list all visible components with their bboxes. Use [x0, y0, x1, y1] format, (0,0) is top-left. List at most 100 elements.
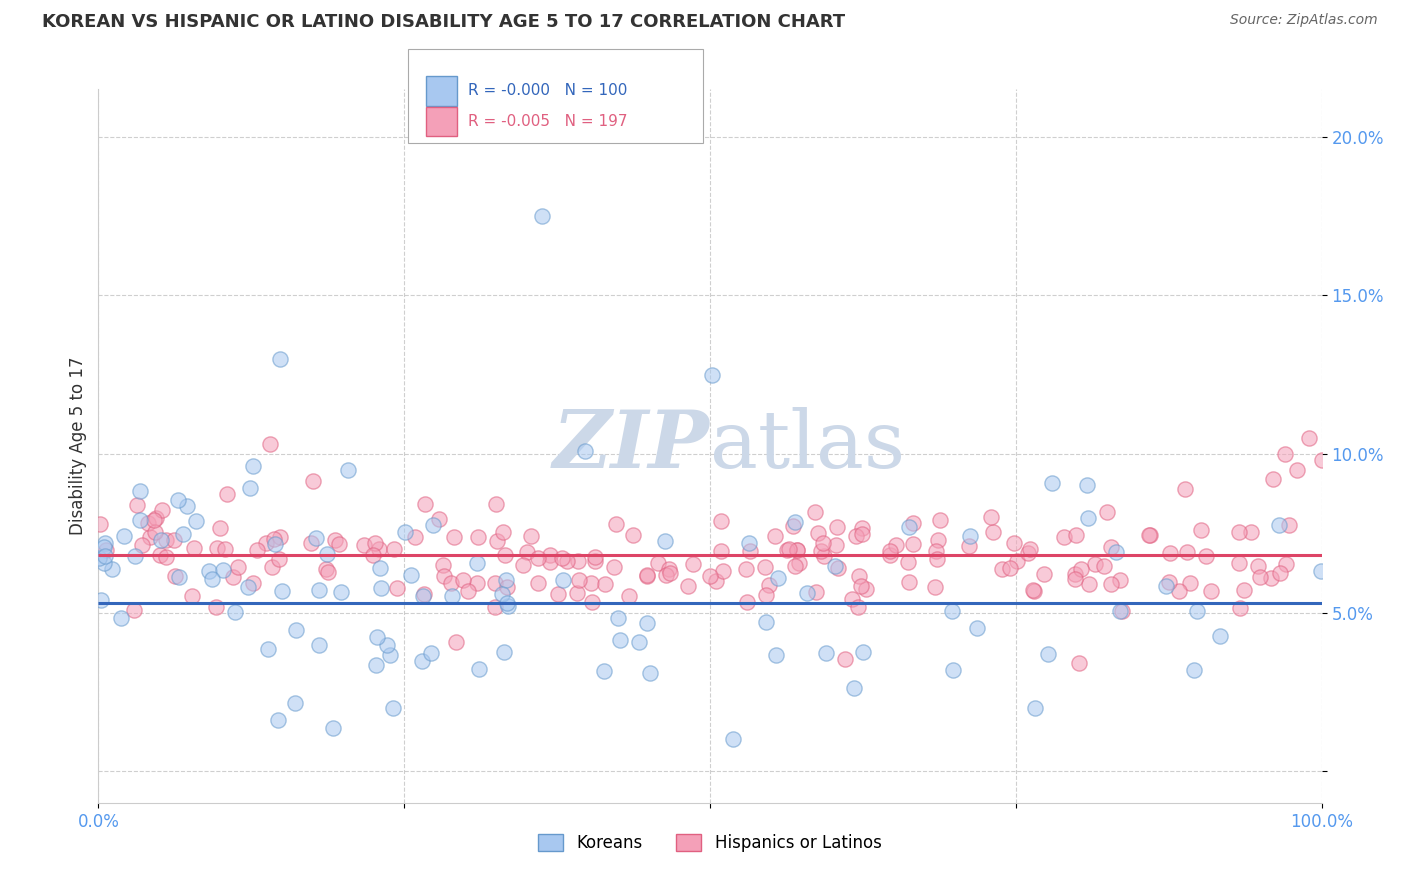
Point — [412, 589, 434, 603]
Text: R = -0.000   N = 100: R = -0.000 N = 100 — [468, 83, 627, 98]
Point — [606, 610, 628, 624]
Point — [1024, 700, 1046, 714]
Point — [89, 516, 111, 531]
Point — [444, 635, 467, 649]
Point — [257, 641, 280, 656]
Point — [176, 499, 198, 513]
Point — [139, 530, 162, 544]
Point — [851, 527, 873, 541]
Point — [638, 665, 661, 680]
Point — [180, 589, 202, 603]
Point — [1002, 536, 1025, 550]
Point — [627, 634, 650, 648]
Point — [1099, 540, 1122, 554]
Point — [804, 585, 827, 599]
Point — [1070, 562, 1092, 576]
Point — [269, 530, 291, 544]
Point — [621, 528, 644, 542]
Point — [368, 561, 391, 575]
Point — [163, 533, 186, 547]
Point — [583, 554, 606, 568]
Point — [1078, 577, 1101, 591]
Point — [901, 516, 924, 531]
Point — [740, 544, 762, 558]
Point — [531, 209, 554, 223]
Point — [526, 551, 548, 566]
Point — [1108, 604, 1130, 618]
Point — [758, 578, 780, 592]
Point — [385, 581, 408, 595]
Point — [308, 582, 330, 597]
Point — [205, 599, 228, 614]
Point — [110, 611, 132, 625]
Point — [1227, 556, 1250, 570]
Point — [329, 585, 352, 599]
Point — [201, 572, 224, 586]
Point — [468, 662, 491, 676]
Point — [208, 521, 231, 535]
Point — [901, 537, 924, 551]
Point — [1180, 576, 1202, 591]
Point — [382, 541, 405, 556]
Point — [375, 638, 398, 652]
Point — [364, 657, 387, 672]
Point — [884, 538, 907, 552]
Point — [183, 541, 205, 555]
Point — [486, 533, 509, 548]
Point — [1139, 528, 1161, 542]
Point — [211, 563, 233, 577]
Point — [238, 580, 260, 594]
Point — [422, 518, 444, 533]
Point — [155, 533, 177, 547]
Point — [1233, 583, 1256, 598]
Point — [484, 600, 506, 615]
Point — [721, 732, 744, 747]
Point — [328, 537, 350, 551]
Point — [1064, 527, 1087, 541]
Point — [315, 562, 337, 576]
Point — [1195, 549, 1218, 563]
Point — [520, 529, 543, 543]
Point — [980, 510, 1002, 524]
Point — [659, 566, 682, 581]
Point — [167, 493, 190, 508]
Point — [1199, 583, 1222, 598]
Point — [465, 556, 488, 570]
Point — [127, 498, 149, 512]
Point — [322, 721, 344, 735]
Point — [699, 568, 721, 582]
Point — [1101, 577, 1123, 591]
Point — [998, 561, 1021, 575]
Point — [246, 542, 269, 557]
Point — [786, 542, 808, 557]
Point — [197, 564, 219, 578]
Point — [766, 571, 789, 585]
Point — [316, 547, 339, 561]
Point — [155, 550, 177, 565]
Point — [1286, 463, 1309, 477]
Point — [378, 648, 401, 662]
Point — [983, 525, 1005, 540]
Point — [942, 664, 965, 678]
Point — [737, 595, 759, 609]
Point — [467, 576, 489, 591]
Point — [1247, 559, 1270, 574]
Point — [574, 444, 596, 458]
Point — [1095, 505, 1118, 519]
Point — [796, 586, 818, 600]
Point — [704, 574, 727, 589]
Point — [1111, 604, 1133, 618]
Point — [547, 587, 569, 601]
Point — [778, 542, 800, 557]
Point — [1182, 663, 1205, 677]
Point — [337, 463, 360, 477]
Point — [163, 569, 186, 583]
Point — [1268, 566, 1291, 581]
Point — [143, 524, 166, 539]
Point — [495, 596, 517, 610]
Point — [897, 555, 920, 569]
Point — [305, 532, 328, 546]
Point — [735, 562, 758, 576]
Point — [112, 529, 135, 543]
Point — [440, 575, 463, 590]
